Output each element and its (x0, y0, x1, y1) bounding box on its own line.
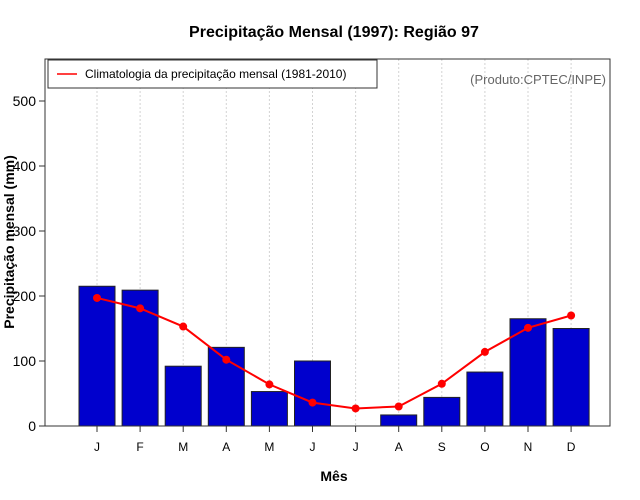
y-axis-label: Precipitação mensal (mm) (1, 155, 17, 329)
y-axis: 0 100 200 300 400 500 (13, 93, 46, 434)
climatology-line (93, 293, 576, 413)
climatology-point-9 (480, 347, 489, 356)
climatology-point-1 (136, 304, 145, 313)
y-tick-label: 400 (13, 158, 37, 174)
legend-label: Climatologia da precipitação mensal (198… (85, 67, 346, 81)
climatology-point-7 (394, 402, 403, 411)
climatology-point-11 (567, 311, 576, 320)
bar-0 (78, 285, 116, 427)
x-tick-label: F (136, 440, 143, 454)
x-tick-label: J (310, 440, 316, 454)
climatology-point-0 (93, 293, 101, 302)
chart-title: Precipitação Mensal (1997): Região 97 (189, 24, 479, 41)
x-tick-label: A (222, 440, 230, 454)
y-tick-label: 0 (28, 418, 36, 434)
bar-10 (509, 318, 547, 427)
credit-annotation: (Produto:CPTEC/INPE) (470, 72, 606, 87)
bar-11 (552, 328, 590, 427)
bar-2 (164, 365, 202, 427)
x-tick-label: J (353, 440, 359, 454)
legend-box (47, 59, 378, 89)
x-tick-label: N (524, 440, 533, 454)
climatology-point-6 (351, 404, 360, 413)
y-tick-label: 300 (13, 223, 37, 239)
bar-8 (423, 396, 461, 427)
x-axis-label: Mês (320, 468, 347, 484)
bar-4 (250, 391, 288, 427)
x-tick-label: M (178, 440, 188, 454)
x-tick-label: D (567, 440, 576, 454)
bar-5 (294, 360, 331, 427)
climatology-point-3 (222, 355, 231, 364)
climatology-point-4 (265, 380, 274, 389)
x-tick-label: S (438, 440, 446, 454)
y-tick-label: 200 (13, 288, 37, 304)
y-tick-label: 500 (13, 93, 37, 109)
climatology-point-5 (308, 398, 317, 407)
bar-3 (207, 346, 245, 427)
bar-9 (466, 371, 504, 427)
x-tick-label: O (480, 440, 489, 454)
bars (78, 285, 590, 427)
climatology-polyline (96, 296, 572, 410)
x-tick-label: M (264, 440, 274, 454)
x-tick-label: A (395, 440, 403, 454)
x-tick-label: J (94, 440, 100, 454)
climatology-point-8 (437, 379, 446, 388)
climatology-point-10 (524, 323, 532, 332)
y-tick-label: 100 (13, 353, 37, 369)
climatology-point-2 (179, 322, 188, 331)
bar-7 (380, 414, 418, 427)
legend: Climatologia da precipitação mensal (198… (47, 59, 378, 89)
